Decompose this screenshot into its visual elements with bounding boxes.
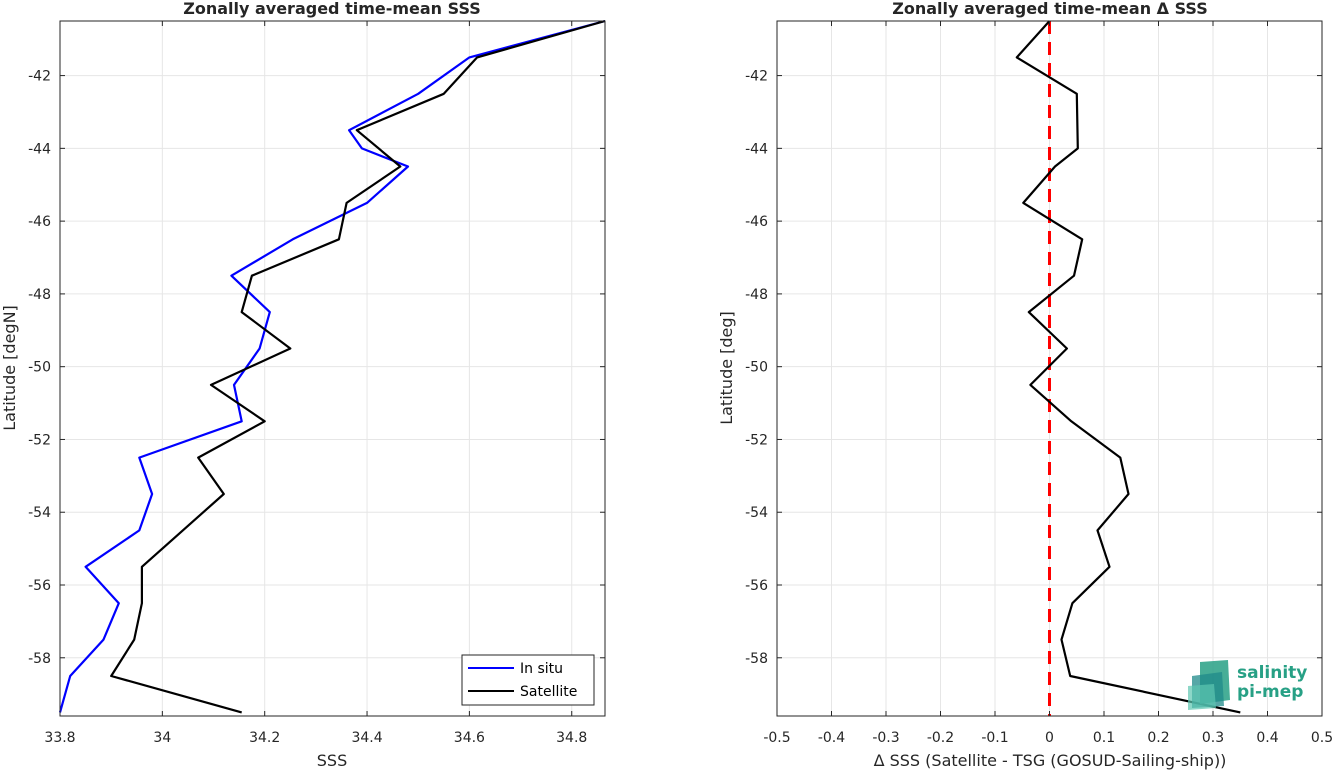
y-tick-label: -58 [745,651,768,667]
logo-line2: pi-mep [1237,682,1303,702]
sss-panel: 33.8 34 34.2 34.4 34.6 34.8 -42 -44 -46 -48 -50 -52… [0,0,606,770]
x-tick-label: -0.5 [763,730,790,746]
y-tick-label: -56 [28,578,51,594]
logo-line1: salinity [1237,663,1307,683]
series-line-in-situ [58,19,606,713]
y-tick-label: -42 [745,69,768,85]
x-tick-label: 34.4 [351,730,382,746]
x-tick-label: 34.2 [249,730,280,746]
chart-title: Zonally averaged time-mean SSS [183,0,481,18]
y-tick-label: -58 [28,651,51,667]
y-tick-label: -48 [28,287,51,303]
x-tick-label: -0.1 [981,730,1008,746]
y-tick-label: -46 [28,214,51,230]
x-tick-label: 34.6 [454,730,485,746]
y-tick-label: -48 [745,287,768,303]
y-tick-label: -54 [28,505,51,521]
series-line-delta-sss [1015,20,1241,714]
x-axis-label: Δ SSS (Satellite - TSG (GOSUD-Sailing-sh… [874,751,1227,770]
legend-box [461,654,595,706]
y-tick-label: -54 [745,505,768,521]
x-tick-label: 0.2 [1147,730,1169,746]
y-tick-label: -44 [28,141,51,157]
x-tick-label: 34 [153,730,171,746]
y-tick-label: -46 [745,214,768,230]
axes-frame [59,20,606,717]
y-axis-label: Latitude [deg] [717,311,736,425]
x-tick-label: 34.8 [556,730,587,746]
x-axis-label: SSS [317,751,347,770]
x-tick-label: 0.4 [1256,730,1278,746]
delta-sss-panel: -0.5 -0.4 -0.3 -0.2 -0.1 0 0.1 0.2 0.3 0.4 0.5 -42 -… [717,0,1333,770]
legend-label-in-situ: In situ [520,661,563,677]
axes-box [60,21,605,716]
x-tick-label: 0.1 [1093,730,1115,746]
x-tick-label: -0.3 [872,730,899,746]
salinity-pi-mep-logo: salinity pi-mep [1188,660,1307,710]
y-tick-label: -50 [28,360,51,376]
y-tick-label: -52 [28,432,51,448]
x-tick-label: 0.3 [1202,730,1224,746]
y-tick-label: -56 [745,578,768,594]
series-line-satellite [110,19,606,714]
x-tick-label: -0.2 [927,730,954,746]
x-tick-label: 0 [1045,730,1054,746]
x-tick-label: 0.5 [1311,730,1333,746]
y-tick-label: -52 [745,432,768,448]
y-tick-label: -50 [745,360,768,376]
x-tick-label: 33.8 [44,730,75,746]
chart-title: Zonally averaged time-mean Δ SSS [892,0,1208,18]
y-tick-label: -44 [745,141,768,157]
y-tick-label: -42 [28,69,51,85]
x-tick-label: -0.4 [818,730,845,746]
wave-logo-icon [1188,660,1230,710]
legend-label-satellite: Satellite [520,684,577,700]
y-axis-label: Latitude [degN] [0,305,19,431]
legend: In situ Satellite [461,654,595,706]
